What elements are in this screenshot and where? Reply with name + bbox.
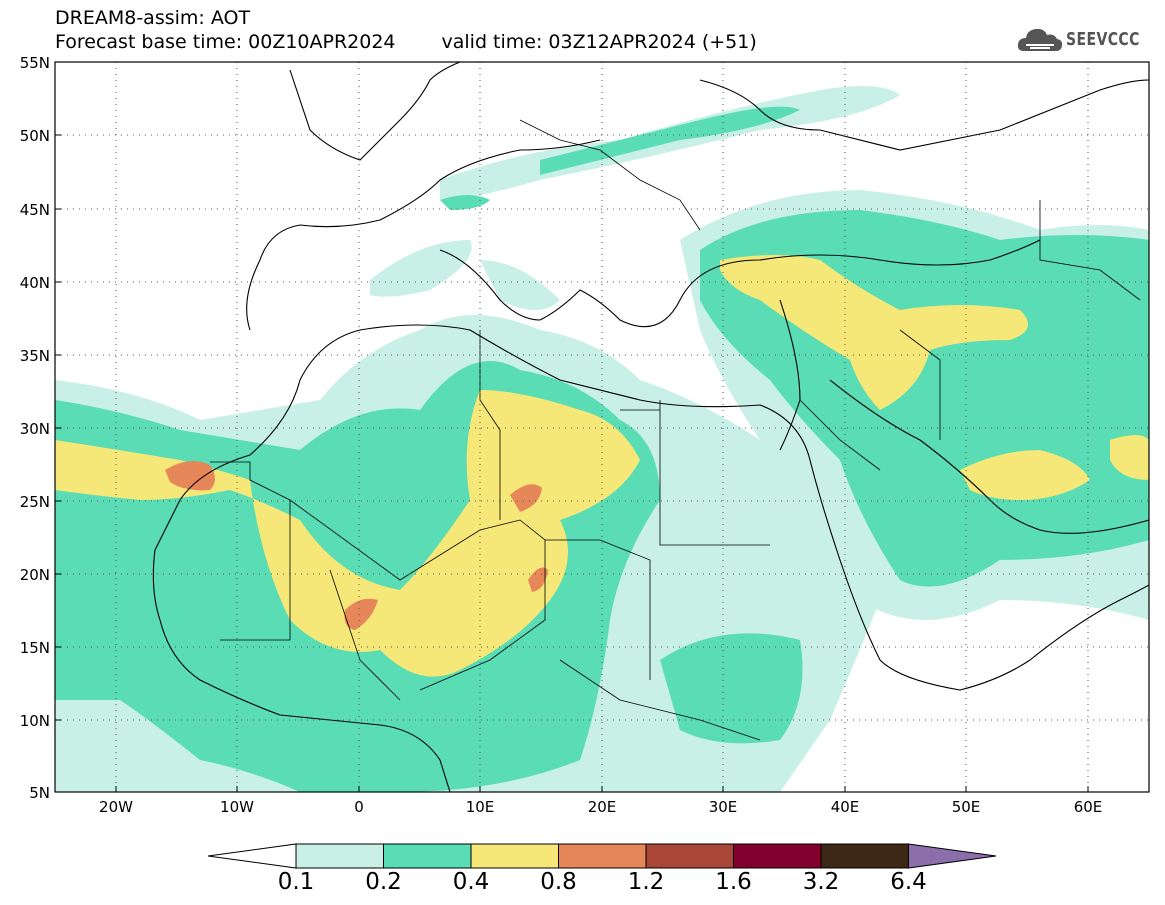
colorbar-swatch [383, 843, 472, 869]
lon-label: 60E [1074, 798, 1103, 816]
map-title: DREAM8-assim: AOT [55, 7, 251, 29]
colorbar [207, 843, 997, 869]
colorbar-label: 1.2 [627, 869, 665, 895]
colorbar-label: 3.2 [802, 869, 840, 895]
lon-label: 50E [952, 798, 981, 816]
lat-label: 35N [20, 347, 50, 365]
gridlines [55, 62, 1149, 792]
colorbar-label: 0.8 [540, 869, 577, 895]
colorbar-label: 0.2 [365, 869, 402, 895]
tick-marks [55, 61, 1089, 793]
latitude-labels: 55N 50N 45N 40N 35N 30N 25N 20N 15N 10N … [20, 54, 50, 802]
lon-label: 0 [354, 798, 364, 816]
lon-label: 20E [588, 798, 617, 816]
lat-label: 40N [20, 274, 50, 292]
lat-label: 30N [20, 420, 50, 438]
coastlines [152, 62, 1149, 792]
aot-field [55, 86, 1149, 792]
aot-band-0-4 [55, 255, 1149, 677]
colorbar-swatch [908, 843, 997, 869]
valid-time: valid time: 03Z12APR2024 (+51) [441, 31, 757, 53]
lat-label: 45N [20, 201, 50, 219]
colorbar-swatch [733, 843, 822, 869]
colorbar-label: 0.4 [452, 869, 490, 895]
aot-band-0-8 [165, 461, 548, 630]
lon-label: 30E [709, 798, 738, 816]
colorbar-swatch [207, 843, 297, 869]
longitude-labels: 20W 10W 0 10E 20E 30E 40E 50E 60E [99, 798, 1102, 816]
colorbar-swatch [558, 843, 647, 869]
colorbar-label: 0.1 [277, 869, 315, 895]
colorbar-swatch [820, 843, 909, 869]
cloud-logo-icon [1017, 28, 1063, 51]
colorbar-swatch [470, 843, 559, 869]
base-time: Forecast base time: 00Z10APR2024 [55, 31, 396, 53]
lat-label: 55N [20, 54, 50, 72]
country-borders [210, 119, 1141, 741]
colorbar-label: 6.4 [890, 869, 927, 895]
lat-label: 10N [20, 712, 50, 730]
lat-label: 20N [20, 566, 50, 584]
logo-text: SEEVCCC [1066, 29, 1140, 50]
time-info: Forecast base time: 00Z10APR2024 valid ti… [55, 31, 757, 53]
colorbar-label: 1.6 [715, 869, 752, 895]
lon-label: 40E [831, 798, 860, 816]
lon-label: 10W [220, 798, 254, 816]
lat-label: 50N [20, 127, 50, 145]
lat-label: 15N [20, 639, 50, 657]
lat-label: 25N [20, 493, 50, 511]
lon-label: 20W [99, 798, 133, 816]
lon-label: 10E [466, 798, 495, 816]
colorbar-swatch [295, 843, 384, 869]
lat-label: 5N [29, 784, 50, 802]
colorbar-swatch [645, 843, 734, 869]
